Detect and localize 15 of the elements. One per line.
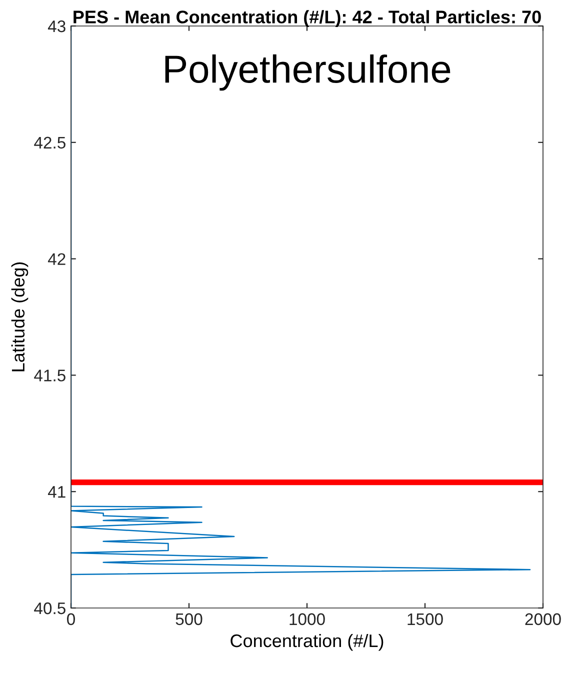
x-axis-title: Concentration (#/L) <box>230 634 384 651</box>
y-tick-label: 42.5 <box>34 136 66 149</box>
x-tick-label: 0 <box>67 613 75 626</box>
y-tick-label: 41 <box>48 486 66 498</box>
y-axis-title: Latitude (deg) <box>11 262 28 372</box>
x-tick-label: 1500 <box>408 613 443 626</box>
x-tick-label: 2000 <box>525 613 561 626</box>
y-tick-label: 40.5 <box>34 602 66 614</box>
y-tick-label: 42 <box>48 253 66 265</box>
x-tick-label: 500 <box>176 613 202 626</box>
annotation: Polyethersulfone <box>165 54 450 91</box>
y-tick-label: 43 <box>48 20 66 32</box>
y-tick-label: 41.5 <box>34 370 66 382</box>
x-tick-label: 1000 <box>290 613 325 626</box>
chart-title: PES - Mean Concentration (#/L): 42 - Total Particles: 70 <box>74 10 541 27</box>
